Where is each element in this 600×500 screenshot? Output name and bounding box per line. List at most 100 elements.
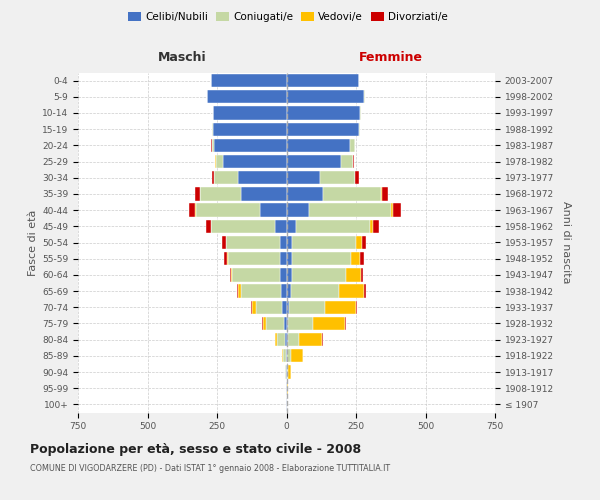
Bar — [213, 106, 287, 120]
Bar — [290, 284, 340, 298]
Bar — [299, 333, 322, 346]
Bar — [287, 155, 341, 168]
Bar — [356, 236, 362, 249]
Bar — [296, 220, 370, 233]
Bar — [275, 333, 277, 346]
Bar — [287, 317, 288, 330]
Bar — [189, 204, 196, 217]
Bar — [381, 188, 382, 200]
Bar — [355, 171, 359, 184]
Bar — [215, 155, 223, 168]
Bar — [309, 204, 391, 217]
Bar — [200, 188, 241, 200]
Bar — [281, 284, 287, 298]
Bar — [287, 284, 290, 298]
Bar — [213, 122, 287, 136]
Bar — [241, 188, 287, 200]
Bar — [364, 284, 366, 298]
Bar — [288, 317, 313, 330]
Bar — [287, 171, 320, 184]
Bar — [238, 171, 287, 184]
Text: Popolazione per età, sesso e stato civile - 2008: Popolazione per età, sesso e stato civil… — [30, 442, 361, 456]
Bar — [280, 252, 287, 266]
Bar — [275, 220, 287, 233]
Bar — [289, 300, 325, 314]
Bar — [196, 204, 260, 217]
Bar — [212, 138, 214, 152]
Bar — [346, 268, 361, 281]
Bar — [287, 122, 359, 136]
Bar — [260, 204, 287, 217]
Bar — [283, 349, 286, 362]
Bar — [325, 300, 356, 314]
Bar — [287, 138, 350, 152]
Bar — [226, 236, 280, 249]
Bar — [323, 188, 381, 200]
Bar — [256, 300, 283, 314]
Bar — [287, 349, 290, 362]
Bar — [227, 252, 280, 266]
Bar — [284, 317, 287, 330]
Bar — [320, 171, 355, 184]
Y-axis label: Fasce di età: Fasce di età — [28, 210, 38, 276]
Bar — [214, 171, 238, 184]
Bar — [280, 268, 287, 281]
Bar — [211, 74, 287, 87]
Bar — [341, 155, 353, 168]
Bar — [287, 252, 292, 266]
Bar — [287, 90, 364, 104]
Bar — [340, 284, 364, 298]
Bar — [287, 268, 292, 281]
Bar — [282, 349, 283, 362]
Bar — [359, 122, 360, 136]
Legend: Celibi/Nubili, Coniugati/e, Vedovi/e, Divorziati/e: Celibi/Nubili, Coniugati/e, Vedovi/e, Di… — [124, 8, 452, 26]
Bar — [287, 204, 309, 217]
Bar — [206, 220, 211, 233]
Bar — [222, 236, 226, 249]
Bar — [287, 236, 292, 249]
Bar — [359, 252, 364, 266]
Bar — [207, 90, 287, 104]
Y-axis label: Anni di nascita: Anni di nascita — [560, 201, 571, 283]
Bar — [391, 204, 393, 217]
Bar — [356, 300, 357, 314]
Bar — [393, 204, 401, 217]
Bar — [287, 188, 323, 200]
Text: Maschi: Maschi — [158, 51, 206, 64]
Bar — [283, 300, 287, 314]
Bar — [212, 122, 213, 136]
Bar — [362, 236, 366, 249]
Bar — [287, 74, 359, 87]
Bar — [351, 252, 359, 266]
Bar — [266, 317, 284, 330]
Bar — [252, 300, 256, 314]
Bar — [277, 333, 285, 346]
Bar — [237, 284, 238, 298]
Bar — [285, 333, 287, 346]
Bar — [287, 106, 360, 120]
Bar — [285, 366, 286, 378]
Bar — [286, 349, 287, 362]
Text: COMUNE DI VIGODARZERE (PD) - Dati ISTAT 1° gennaio 2008 - Elaborazione TUTTITALI: COMUNE DI VIGODARZERE (PD) - Dati ISTAT … — [30, 464, 390, 473]
Bar — [231, 268, 232, 281]
Bar — [287, 366, 288, 378]
Bar — [290, 349, 303, 362]
Bar — [382, 188, 388, 200]
Bar — [370, 220, 373, 233]
Bar — [238, 284, 241, 298]
Bar — [292, 252, 351, 266]
Bar — [313, 317, 345, 330]
Bar — [345, 317, 346, 330]
Bar — [195, 188, 200, 200]
Bar — [287, 333, 299, 346]
Bar — [287, 300, 289, 314]
Bar — [292, 268, 346, 281]
Bar — [232, 268, 280, 281]
Bar — [288, 366, 290, 378]
Bar — [214, 138, 287, 152]
Bar — [211, 220, 275, 233]
Bar — [373, 220, 379, 233]
Bar — [251, 300, 252, 314]
Bar — [212, 171, 214, 184]
Bar — [361, 268, 363, 281]
